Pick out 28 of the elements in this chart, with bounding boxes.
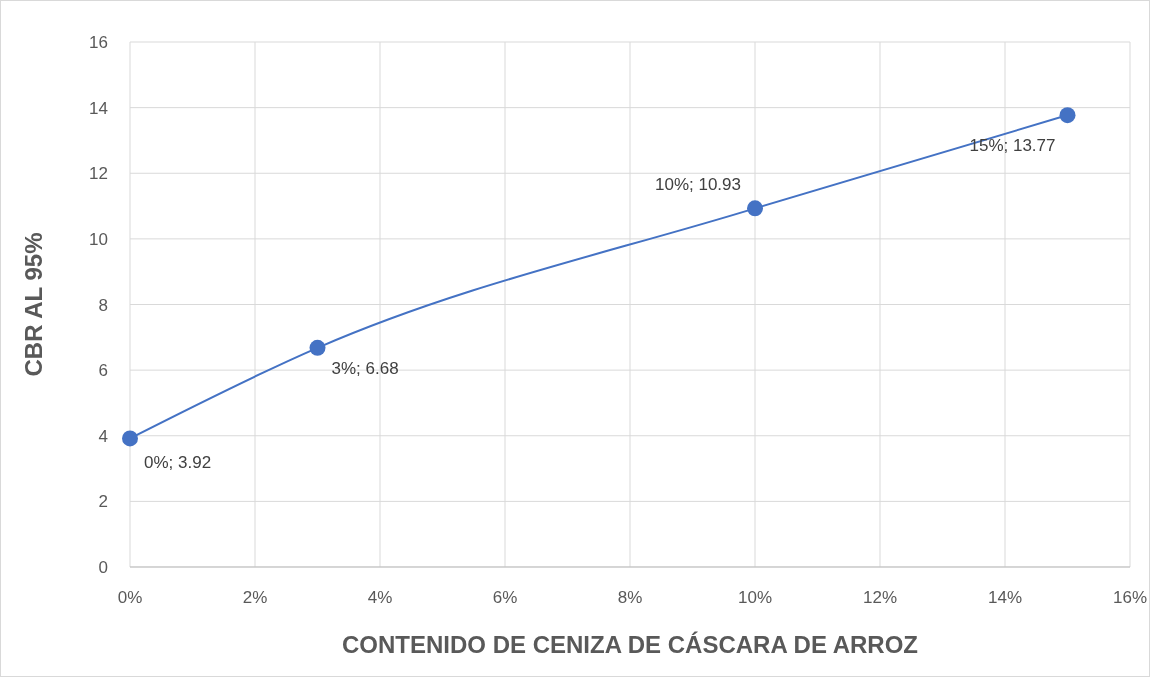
point xyxy=(747,200,763,217)
y-tick-label: 8 xyxy=(98,295,108,315)
point xyxy=(1059,107,1076,124)
data-label: 3%; 6.68 xyxy=(331,358,399,378)
x-tick-label: 0% xyxy=(117,588,143,607)
x-tick-label: 2% xyxy=(242,588,268,607)
y-tick-label: 16 xyxy=(89,33,108,52)
data-label: 15%; 13.77 xyxy=(969,136,1056,156)
data-label: 10%; 10.93 xyxy=(654,175,741,195)
y-tick-label: 14 xyxy=(89,98,108,118)
y-axis-title: CBR AL 95% xyxy=(20,232,47,377)
x-tick-label: 6% xyxy=(492,588,518,607)
point xyxy=(309,339,326,356)
y-tick-label: 4 xyxy=(98,426,108,446)
y-tick-label: 10 xyxy=(89,229,108,249)
x-axis-title: CONTENIDO DE CENIZA DE CÁSCARA DE ARROZ xyxy=(341,631,919,658)
data-label: 0%; 3.92 xyxy=(144,453,212,473)
x-tick-label: 12% xyxy=(862,588,898,607)
x-tick-label: 16% xyxy=(1112,588,1148,607)
y-tick-label: 0 xyxy=(98,558,108,577)
y-tick-label: 2 xyxy=(98,492,108,512)
x-tick-label: 14% xyxy=(987,588,1023,607)
x-tick-label: 4% xyxy=(367,588,393,607)
x-tick-label: 10% xyxy=(737,588,773,607)
x-tick-label: 8% xyxy=(617,588,643,607)
point xyxy=(122,430,138,447)
y-tick-label: 12 xyxy=(89,164,108,184)
y-tick-label: 6 xyxy=(98,361,108,381)
